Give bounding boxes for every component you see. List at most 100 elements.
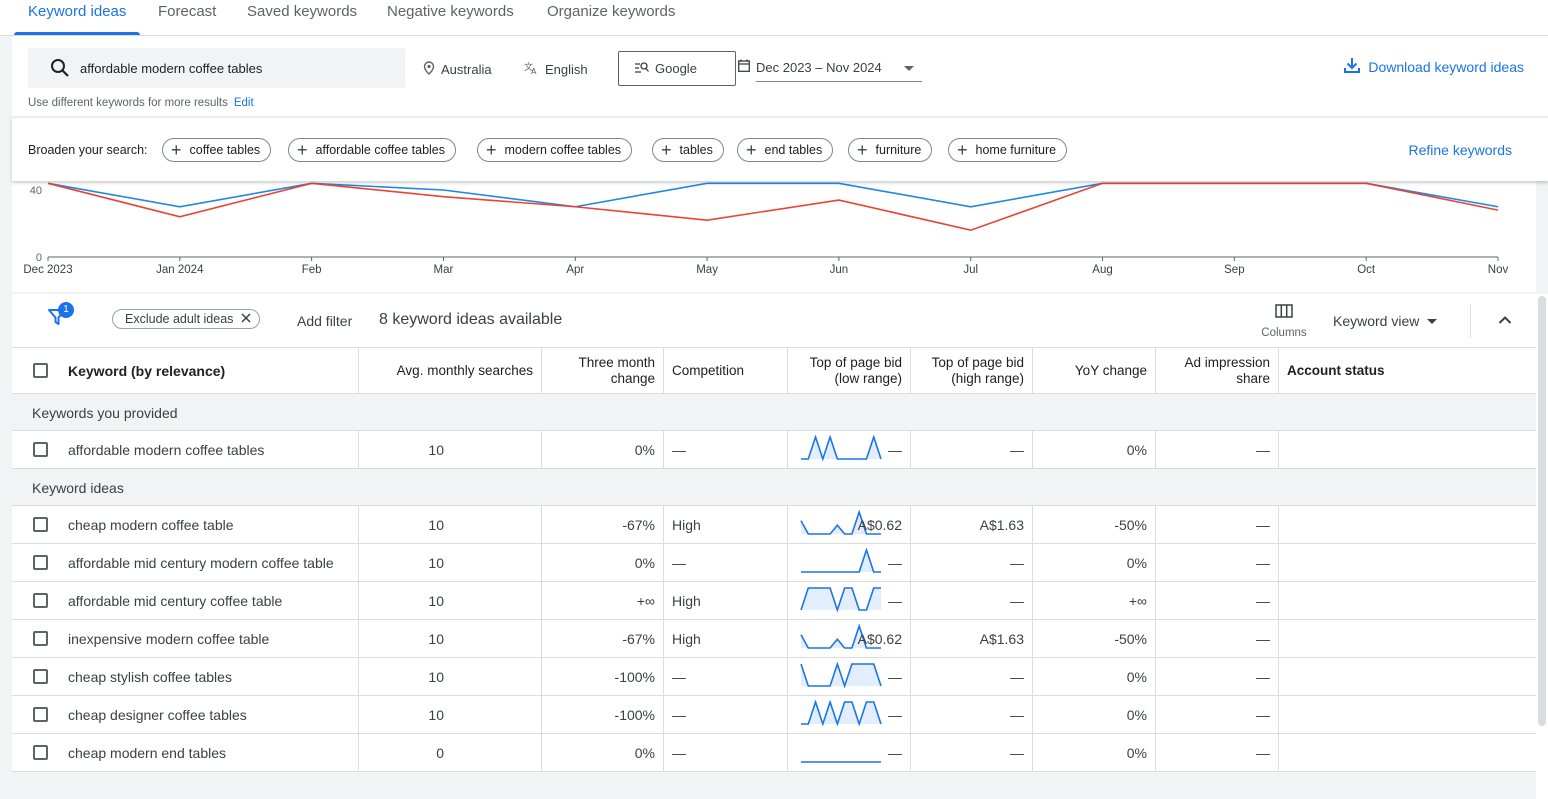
keyword-text: cheap stylish coffee tables: [68, 669, 232, 685]
three-month-cell: -100%: [542, 696, 664, 733]
toolbar-divider: [1470, 304, 1471, 338]
keyword-column-header[interactable]: Keyword (by relevance): [12, 348, 359, 393]
avg-searches-cell: 10: [359, 696, 882, 733]
row-checkbox[interactable]: [33, 442, 48, 457]
bid-high-header[interactable]: Top of page bid (high range): [911, 348, 1033, 393]
row-checkbox[interactable]: [33, 593, 48, 608]
keyword-text: affordable mid century coffee table: [68, 593, 283, 609]
avg-searches-value: 10: [428, 442, 444, 458]
refine-keywords-button[interactable]: Refine keywords: [1408, 142, 1513, 158]
row-checkbox[interactable]: [33, 707, 48, 722]
keyword-text: cheap modern end tables: [68, 745, 226, 761]
tab-keyword-ideas[interactable]: Keyword ideas: [28, 3, 127, 20]
status-cell: [1279, 734, 1536, 771]
search-hint: Use different keywords for more results E…: [28, 97, 254, 109]
series-line-1: [47, 182, 1499, 232]
yoy-change-header[interactable]: YoY change: [1033, 348, 1156, 393]
x-tick-label: Dec 2023: [23, 264, 72, 276]
tab-forecast[interactable]: Forecast: [158, 3, 217, 20]
tab-organize-keywords[interactable]: Organize keywords: [547, 3, 676, 20]
table-row[interactable]: affordable modern coffee tables 10 0% — — —0%…: [12, 431, 1536, 469]
download-keyword-ideas-button[interactable]: Download keyword ideas: [1344, 57, 1524, 76]
row-checkbox[interactable]: [33, 517, 48, 532]
row-checkbox[interactable]: [33, 555, 48, 570]
table-row[interactable]: affordable mid century coffee table 10 +∞ H…: [12, 582, 1536, 620]
edit-link[interactable]: Edit: [233, 97, 254, 109]
date-range-underline: [756, 81, 922, 82]
table-row[interactable]: cheap designer coffee tables 10 -100% — — —0%…: [12, 696, 1536, 734]
table-row[interactable]: cheap modern coffee table 10 -67% High A$0.6…: [12, 506, 1536, 544]
row-checkbox[interactable]: [33, 631, 48, 646]
account-status-header[interactable]: Account status: [1279, 348, 1536, 393]
table-row[interactable]: affordable mid century modern coffee tab…: [12, 544, 1536, 582]
tab-negative-keywords[interactable]: Negative keywords: [387, 3, 514, 20]
header-label: YoY change: [1074, 362, 1147, 378]
close-icon[interactable]: [241, 312, 251, 326]
tab-bar: Keyword ideas Forecast Saved keywords Ne…: [0, 0, 1548, 36]
ad-impression-share-header[interactable]: Ad impression share: [1156, 348, 1279, 393]
broaden-chip[interactable]: + tables: [652, 138, 724, 162]
broaden-search-bar: Broaden your search: + coffee tables + aff…: [12, 117, 1548, 181]
broaden-chip[interactable]: + affordable coffee tables: [288, 138, 457, 162]
yoy-cell: 0%: [1033, 658, 1156, 695]
impr-cell: —: [1156, 431, 1279, 468]
header-label-line1: Ad impression: [1184, 354, 1270, 370]
competition-cell: —: [664, 658, 788, 695]
broaden-chip[interactable]: + modern coffee tables: [477, 138, 633, 162]
bid-high-cell: —: [911, 582, 1033, 619]
columns-label: Columns: [1261, 327, 1307, 339]
competition-cell: High: [664, 582, 788, 619]
competition-cell: —: [664, 696, 788, 733]
x-tick-label: May: [696, 264, 718, 276]
search-input[interactable]: affordable modern coffee tables: [28, 48, 405, 88]
competition-cell: —: [664, 734, 788, 771]
yoy-cell: 0%: [1033, 544, 1156, 581]
status-cell: [1279, 506, 1536, 543]
table-row[interactable]: cheap stylish coffee tables 10 -100% — — —0% —: [12, 658, 1536, 696]
scrollbar-thumb[interactable]: [1538, 296, 1546, 726]
chip-label: furniture: [875, 143, 922, 157]
keyword-ideas-count: 8 keyword ideas available: [379, 311, 563, 328]
sparkline-line: [800, 587, 881, 613]
bid-low-header[interactable]: Top of page bid (low range): [788, 348, 911, 393]
network-selector[interactable]: Google: [618, 51, 736, 86]
exclude-adult-ideas-chip[interactable]: Exclude adult ideas: [112, 309, 261, 329]
yoy-cell: +∞: [1033, 582, 1156, 619]
sparkline-line: [800, 624, 881, 649]
chevron-up-icon[interactable]: [1498, 312, 1512, 330]
bid-low-cell: A$0.62: [788, 506, 911, 543]
three-month-change-header[interactable]: Three month change: [542, 348, 664, 393]
broaden-chip[interactable]: + furniture: [848, 138, 933, 162]
sparkline-area: [801, 550, 881, 572]
bid-high-cell: A$1.63: [911, 620, 1033, 657]
broaden-chip[interactable]: + end tables: [737, 138, 834, 162]
table-row[interactable]: cheap modern end tables 0 0% — — —0% —: [12, 734, 1536, 772]
avg-monthly-searches-header[interactable]: Avg. monthly searches: [359, 348, 542, 393]
x-tick-label: Jun: [830, 264, 849, 276]
row-checkbox[interactable]: [33, 669, 48, 684]
yoy-cell: 0%: [1033, 696, 1156, 733]
keyword-cell: affordable mid century modern coffee tab…: [12, 544, 359, 581]
competition-header[interactable]: Competition: [664, 348, 788, 393]
row-checkbox[interactable]: [33, 745, 48, 760]
idea-rows: cheap modern coffee table 10 -67% High A$0.6…: [12, 506, 1536, 772]
avg-searches-value: 10: [428, 669, 444, 685]
columns-button[interactable]: Columns: [1256, 304, 1312, 339]
table-row[interactable]: inexpensive modern coffee table 10 -67% Hig…: [12, 620, 1536, 658]
provided-rows: affordable modern coffee tables 10 0% — — —0%…: [12, 431, 1536, 469]
broaden-chip[interactable]: + home furniture: [948, 138, 1068, 162]
date-range-selector[interactable]: Dec 2023 – Nov 2024: [738, 59, 882, 75]
three-month-cell: -100%: [542, 658, 664, 695]
select-all-checkbox[interactable]: [33, 363, 48, 378]
keyword-view-dropdown[interactable]: Keyword view: [1333, 313, 1438, 329]
add-filter-button[interactable]: Add filter: [297, 313, 353, 329]
tab-saved-keywords[interactable]: Saved keywords: [247, 3, 358, 20]
bid-high-cell: —: [911, 696, 1033, 733]
location-selector[interactable]: Australia: [423, 61, 492, 78]
sparkline-line: [801, 700, 882, 727]
broaden-chip[interactable]: + coffee tables: [162, 138, 272, 162]
keyword-text: cheap designer coffee tables: [68, 707, 247, 723]
chevron-down-icon[interactable]: [904, 66, 914, 71]
